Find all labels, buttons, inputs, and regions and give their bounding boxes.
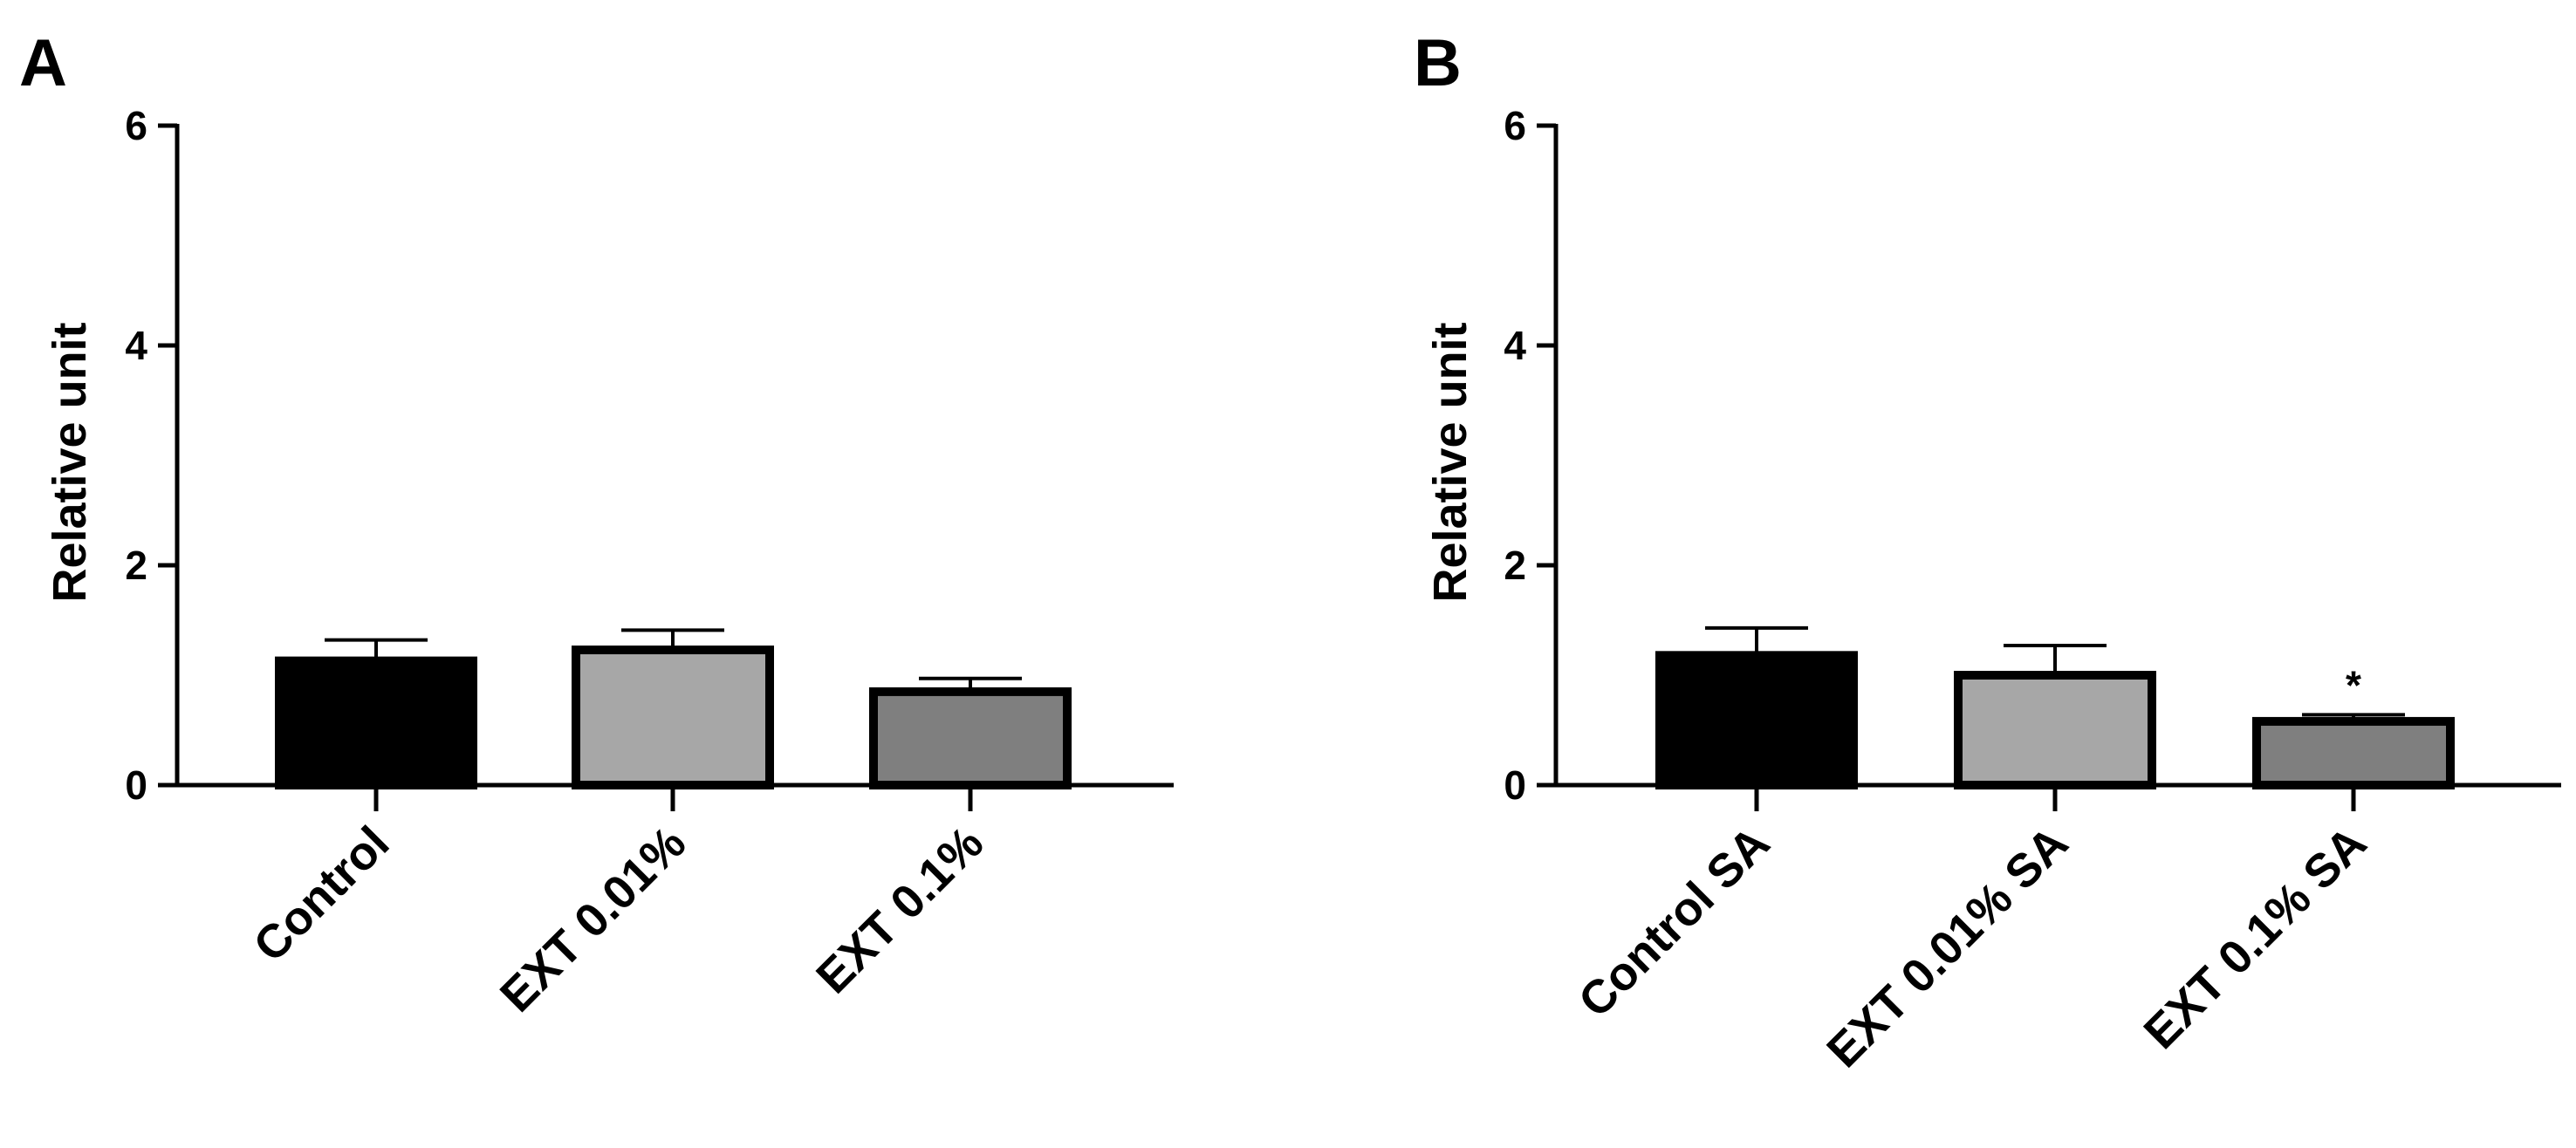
bar — [869, 687, 1072, 790]
y-tick-label: 6 — [125, 103, 147, 148]
bar — [1655, 651, 1858, 789]
y-tick-label: 0 — [125, 762, 147, 808]
category-label: EXT 0.01% SA — [1817, 817, 2078, 1077]
y-tick-label: 4 — [125, 323, 147, 368]
y-tick-label: 4 — [1504, 323, 1526, 368]
category-label: EXT 0.1% — [806, 817, 993, 1003]
category-label: EXT 0.1% SA — [2134, 817, 2377, 1059]
category-label: Control SA — [1569, 817, 1780, 1028]
bar — [572, 646, 774, 790]
bar — [2252, 716, 2455, 789]
y-tick-label: 2 — [1504, 543, 1526, 588]
y-tick-label: 6 — [1504, 103, 1526, 148]
panel-b-chart: 0 2 4 6 Relative unit Control SA EXT 0.01% SA E… — [1424, 103, 2561, 1077]
y-tick-label: 0 — [1504, 762, 1526, 808]
category-label: EXT 0.01% — [490, 817, 696, 1022]
category-label: Control — [243, 817, 399, 972]
panel-a-letter: A — [19, 26, 67, 100]
y-axis-title: Relative unit — [1424, 322, 1476, 602]
panel-b-letter: B — [1414, 26, 1462, 100]
bar — [1954, 671, 2156, 789]
significance-marker: * — [2346, 662, 2361, 707]
bar — [275, 656, 477, 789]
y-axis-title: Relative unit — [44, 322, 96, 602]
panel-a-chart: 0 2 4 6 Relative unit Control EXT 0.01% EXT 0.1… — [44, 103, 1174, 1022]
y-tick-label: 2 — [125, 543, 147, 588]
